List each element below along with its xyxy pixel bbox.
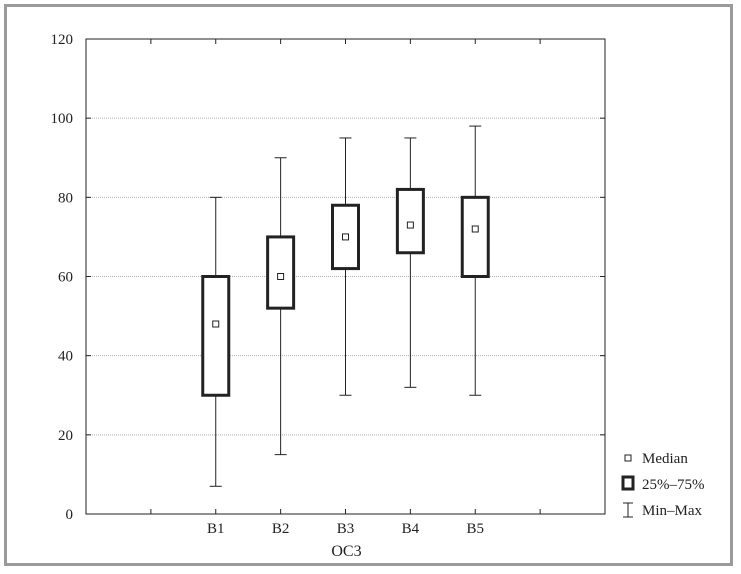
legend-median-marker (624, 454, 632, 462)
y-tick-label: 60 (58, 270, 73, 286)
box-group-b1 (201, 196, 231, 487)
median-marker (342, 233, 349, 241)
legend-whisker-label: Min–Max (642, 503, 703, 519)
legend: Median 25%–75% Min–Max (621, 451, 705, 519)
x-axis-tick-labels: B1 B2 B3 B4 B5 (207, 521, 484, 537)
iqr-box (201, 275, 231, 397)
median-marker (212, 320, 220, 328)
y-axis-tick-labels: 0 20 40 60 80 100 120 (51, 32, 74, 523)
x-tick-label: B2 (272, 521, 290, 537)
y-tick-label: 120 (51, 32, 74, 48)
legend-box-label: 25%–75% (642, 477, 705, 493)
iqr-box (266, 235, 296, 310)
iqr-box (460, 195, 490, 278)
y-tick-label: 100 (51, 111, 74, 127)
x-axis-title: OC3 (331, 543, 361, 560)
y-tick-label: 40 (58, 349, 73, 365)
grid-lines (86, 117, 605, 436)
box-group-b4 (395, 137, 425, 388)
iqr-box (395, 187, 425, 255)
x-tick-label: B5 (466, 521, 484, 537)
x-tick-label: B1 (207, 521, 225, 537)
y-tick-label: 80 (58, 190, 73, 206)
axis-ticks (86, 38, 605, 515)
median-marker (406, 221, 414, 229)
x-tick-label: B3 (337, 521, 355, 537)
box-group-b5 (460, 125, 490, 396)
chart-frame (4, 4, 733, 566)
box-group-b3 (331, 137, 360, 396)
box-group-b2 (266, 157, 296, 456)
y-tick-label: 20 (58, 428, 73, 444)
median-marker (471, 225, 479, 233)
boxes (201, 125, 490, 487)
legend-whisker-marker (623, 502, 633, 518)
legend-box-marker (621, 475, 635, 491)
legend-median-label: Median (642, 451, 688, 467)
median-marker (277, 273, 285, 280)
x-tick-label: B4 (402, 521, 420, 537)
y-tick-label: 0 (66, 507, 74, 523)
